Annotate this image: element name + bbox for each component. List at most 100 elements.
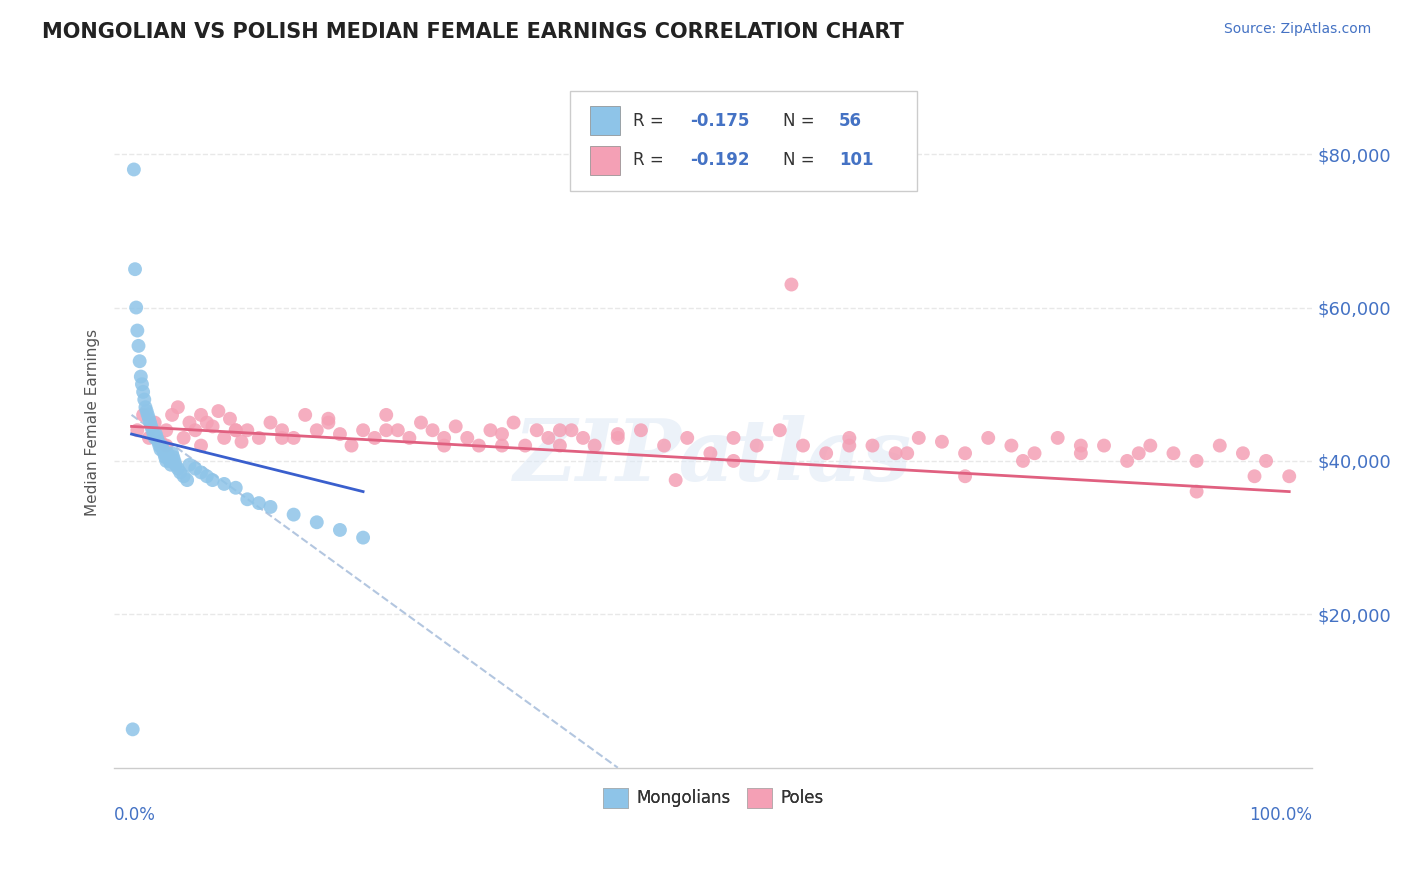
Point xyxy=(560,423,582,437)
Point xyxy=(165,458,187,472)
Text: -0.175: -0.175 xyxy=(690,112,749,130)
Text: ZIPatlas: ZIPatlas xyxy=(515,416,912,499)
Point xyxy=(157,450,180,464)
Point xyxy=(548,423,571,437)
Point xyxy=(375,408,398,422)
Point xyxy=(433,431,456,445)
Point xyxy=(153,446,176,460)
Point xyxy=(125,301,148,315)
Point xyxy=(225,481,247,495)
Point xyxy=(953,446,976,460)
Point xyxy=(977,431,1000,445)
Point xyxy=(606,427,628,442)
Point xyxy=(271,431,294,445)
Point xyxy=(652,439,675,453)
Point xyxy=(190,439,212,453)
Point xyxy=(127,423,149,437)
Point xyxy=(128,354,150,368)
Point xyxy=(160,446,183,460)
Text: 0.0%: 0.0% xyxy=(114,805,156,823)
FancyBboxPatch shape xyxy=(569,91,917,191)
Point xyxy=(162,450,184,464)
Point xyxy=(129,369,152,384)
Point xyxy=(127,324,149,338)
Point xyxy=(294,408,316,422)
Point xyxy=(1232,446,1254,460)
Point xyxy=(318,416,340,430)
Text: Source: ZipAtlas.com: Source: ZipAtlas.com xyxy=(1223,22,1371,37)
Point xyxy=(1092,439,1115,453)
Point xyxy=(142,427,165,442)
Point xyxy=(862,439,884,453)
Point xyxy=(815,446,838,460)
Point xyxy=(422,423,444,437)
Point xyxy=(526,423,548,437)
Point xyxy=(179,416,201,430)
Point xyxy=(838,431,860,445)
Text: 101: 101 xyxy=(839,152,873,169)
Point xyxy=(169,466,191,480)
Point xyxy=(1000,439,1022,453)
Point xyxy=(152,442,174,457)
Point xyxy=(769,423,792,437)
Point xyxy=(745,439,768,453)
Text: N =: N = xyxy=(783,152,820,169)
Point xyxy=(318,411,340,425)
Point xyxy=(896,446,918,460)
Point xyxy=(329,427,352,442)
Point xyxy=(548,439,571,453)
Point xyxy=(271,423,294,437)
Point xyxy=(141,423,163,437)
Point xyxy=(572,431,595,445)
Point xyxy=(212,431,235,445)
Point xyxy=(444,419,467,434)
Point xyxy=(155,423,177,437)
Point xyxy=(153,450,176,464)
Point xyxy=(225,423,247,437)
Point xyxy=(537,431,560,445)
Point xyxy=(1012,454,1035,468)
Point xyxy=(792,439,814,453)
Point xyxy=(1024,446,1046,460)
Point xyxy=(160,458,183,472)
Point xyxy=(907,431,929,445)
Point xyxy=(173,431,195,445)
Point xyxy=(884,446,907,460)
Point xyxy=(135,404,157,418)
Point xyxy=(155,454,177,468)
Point xyxy=(195,469,218,483)
Point xyxy=(143,416,166,430)
Point xyxy=(148,439,170,453)
Point xyxy=(159,454,181,468)
Point xyxy=(1278,469,1301,483)
Text: R =: R = xyxy=(633,152,669,169)
Point xyxy=(247,496,270,510)
Y-axis label: Median Female Earnings: Median Female Earnings xyxy=(86,329,100,516)
Text: -0.192: -0.192 xyxy=(690,152,749,169)
Text: R =: R = xyxy=(633,112,669,130)
FancyBboxPatch shape xyxy=(591,145,620,175)
Point xyxy=(195,416,218,430)
Point xyxy=(190,408,212,422)
Point xyxy=(305,516,328,530)
Point xyxy=(433,439,456,453)
Point xyxy=(131,377,153,392)
Point xyxy=(163,454,186,468)
Point xyxy=(134,392,156,407)
Point xyxy=(665,473,688,487)
Point xyxy=(179,458,201,472)
Point xyxy=(231,434,253,449)
Point xyxy=(156,446,179,460)
Point xyxy=(352,531,374,545)
Point xyxy=(283,431,305,445)
Point xyxy=(176,473,198,487)
Point xyxy=(953,469,976,483)
Point xyxy=(145,427,167,442)
Point xyxy=(723,454,745,468)
Point xyxy=(1163,446,1185,460)
Point xyxy=(515,439,537,453)
Point xyxy=(340,439,363,453)
Point xyxy=(387,423,409,437)
Point xyxy=(141,419,163,434)
Point xyxy=(583,439,606,453)
